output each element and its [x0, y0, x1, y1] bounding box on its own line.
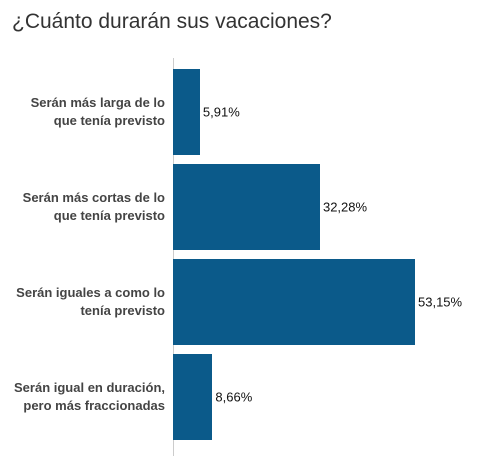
- bar: [173, 69, 200, 155]
- axis-line: [173, 58, 174, 456]
- bar: [173, 164, 320, 250]
- category-label: Serán más cortas de lo que tenía previst…: [22, 190, 165, 223]
- category-label: Serán más larga de lo que tenía previsto: [30, 95, 165, 128]
- value-label: 5,91%: [202, 104, 240, 120]
- value-label: 8,66%: [215, 389, 253, 405]
- value-label: 32,28%: [322, 199, 368, 215]
- value-label: 53,15%: [418, 294, 463, 310]
- category-label: Serán iguales a como lo tenía previsto: [16, 285, 165, 318]
- category-label: Serán igual en duración, pero más fracci…: [14, 380, 165, 413]
- bar: [173, 354, 213, 440]
- chart-title: ¿Cuánto durarán sus vacaciones?: [12, 10, 332, 33]
- bar: [173, 259, 415, 345]
